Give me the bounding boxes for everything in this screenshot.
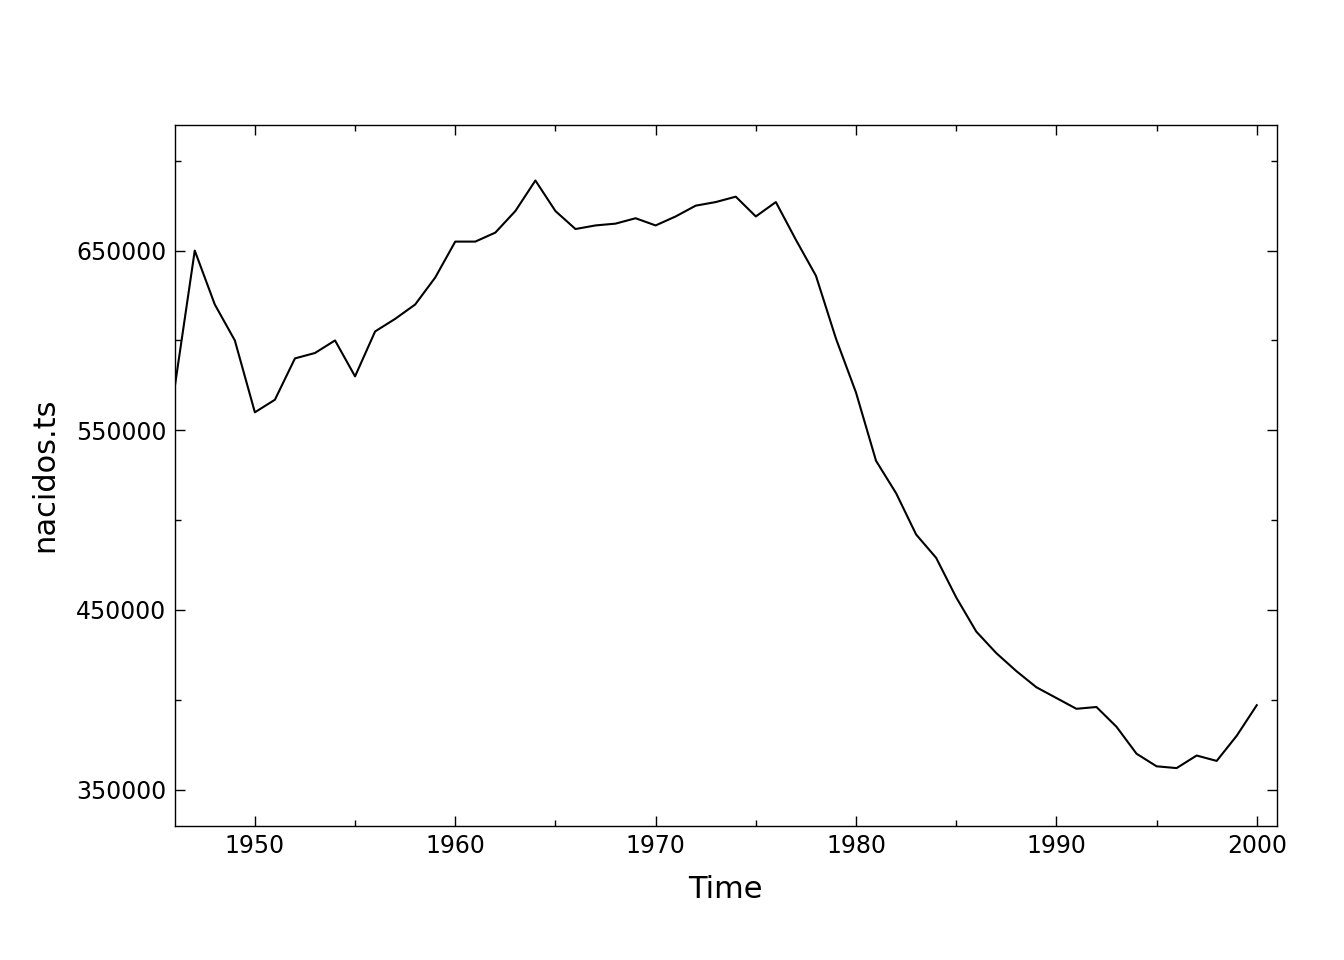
Y-axis label: nacidos.ts: nacidos.ts xyxy=(30,398,59,552)
X-axis label: Time: Time xyxy=(688,875,763,903)
